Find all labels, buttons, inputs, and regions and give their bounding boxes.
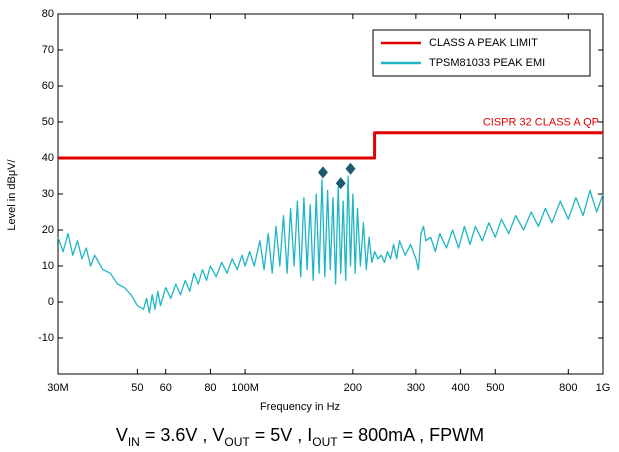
y-tick-label: -10: [38, 332, 54, 344]
emi-line: [57, 175, 604, 314]
y-tick-label: 20: [42, 224, 54, 236]
x-tick-label: 800: [559, 382, 577, 394]
x-axis-label: Frequency in Hz: [260, 401, 340, 413]
x-tick-label: 1G: [596, 382, 611, 394]
caption-subscript: IN: [128, 435, 140, 447]
peak-marker: [345, 162, 356, 175]
y-tick-label: 70: [42, 44, 54, 56]
y-axis-label: Level in dBμV/: [6, 158, 18, 230]
annotation: CISPR 32 CLASS A QP: [483, 117, 599, 129]
y-tick-label: 80: [42, 8, 54, 20]
y-tick-label: 40: [42, 152, 54, 164]
x-tick-label: 60: [160, 382, 172, 394]
y-tick-label: 0: [48, 296, 54, 308]
legend-label: TPSM81033 PEAK EMI: [429, 57, 545, 69]
x-tick-label: 50: [131, 382, 143, 394]
caption-part: = 5V , I: [250, 425, 313, 445]
peak-marker: [317, 166, 328, 179]
x-tick-label: 100M: [231, 382, 259, 394]
x-tick-label: 200: [344, 382, 362, 394]
limit-line: [58, 131, 603, 160]
caption-subscript: OUT: [224, 435, 250, 447]
y-tick-label: 60: [42, 80, 54, 92]
y-tick-label: 10: [42, 260, 54, 272]
x-tick-label: 30M: [47, 382, 68, 394]
caption: VIN = 3.6V , VOUT = 5V , IOUT = 800mA , …: [116, 425, 484, 447]
y-tick-label: 30: [42, 188, 54, 200]
x-tick-label: 500: [486, 382, 504, 394]
peak-marker: [335, 177, 346, 190]
legend-label: CLASS A PEAK LIMIT: [429, 37, 538, 49]
y-tick-label: 50: [42, 116, 54, 128]
x-tick-label: 400: [451, 382, 469, 394]
caption-part: V: [116, 425, 128, 445]
caption-subscript: OUT: [312, 435, 338, 447]
x-tick-label: 80: [204, 382, 216, 394]
x-tick-label: 300: [407, 382, 425, 394]
legend-box: [372, 29, 591, 77]
caption-part: = 800mA , FPWM: [338, 425, 485, 445]
caption-part: = 3.6V , V: [140, 425, 225, 445]
